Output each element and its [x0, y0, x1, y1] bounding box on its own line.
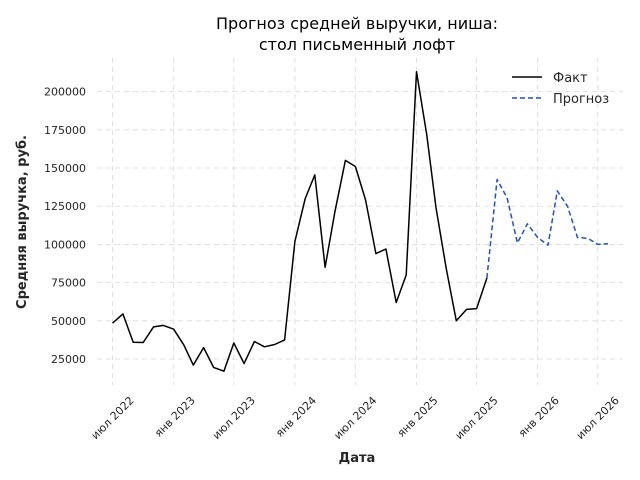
x-tick-label: июл 2026	[574, 394, 622, 442]
legend-label-forecast: Прогноз	[553, 92, 609, 107]
chart-title-line-2: стол письменный лофт	[259, 35, 455, 54]
y-axis-ticks: 25000 50000 75000 100000 125000 150000 175000 2…	[44, 86, 86, 366]
y-tick-label: 200000	[44, 86, 86, 99]
grid	[97, 58, 623, 385]
y-tick-label: 125000	[44, 200, 86, 213]
series-line-forecast	[486, 178, 609, 279]
y-tick-label: 175000	[44, 124, 86, 137]
x-tick-label: янв 2026	[516, 394, 562, 440]
y-tick-label: 50000	[51, 315, 86, 328]
y-tick-label: 100000	[44, 238, 86, 251]
x-tick-label: янв 2025	[395, 394, 441, 440]
legend: Факт Прогноз	[512, 71, 609, 107]
y-tick-label: 75000	[51, 277, 86, 290]
y-tick-label: 25000	[51, 353, 86, 366]
chart-title-line-1: Прогноз средней выручки, ниша:	[216, 14, 498, 33]
x-tick-label: янв 2023	[152, 394, 198, 440]
x-tick-label: июл 2024	[331, 394, 379, 442]
x-tick-label: янв 2024	[273, 394, 319, 440]
y-tick-label: 150000	[44, 162, 86, 175]
x-axis-ticks: июл 2022 янв 2023 июл 2023 янв 2024 июл 2024…	[89, 394, 622, 442]
x-tick-label: июл 2023	[210, 394, 258, 442]
x-axis-label: Дата	[339, 451, 376, 466]
series-lines	[112, 71, 609, 372]
legend-label-fact: Факт	[553, 71, 588, 86]
series-line-fact	[112, 71, 488, 372]
x-tick-label: июл 2025	[453, 394, 501, 442]
y-axis-label: Средняя выручка, руб.	[15, 135, 30, 309]
x-tick-label: июл 2022	[89, 394, 137, 442]
